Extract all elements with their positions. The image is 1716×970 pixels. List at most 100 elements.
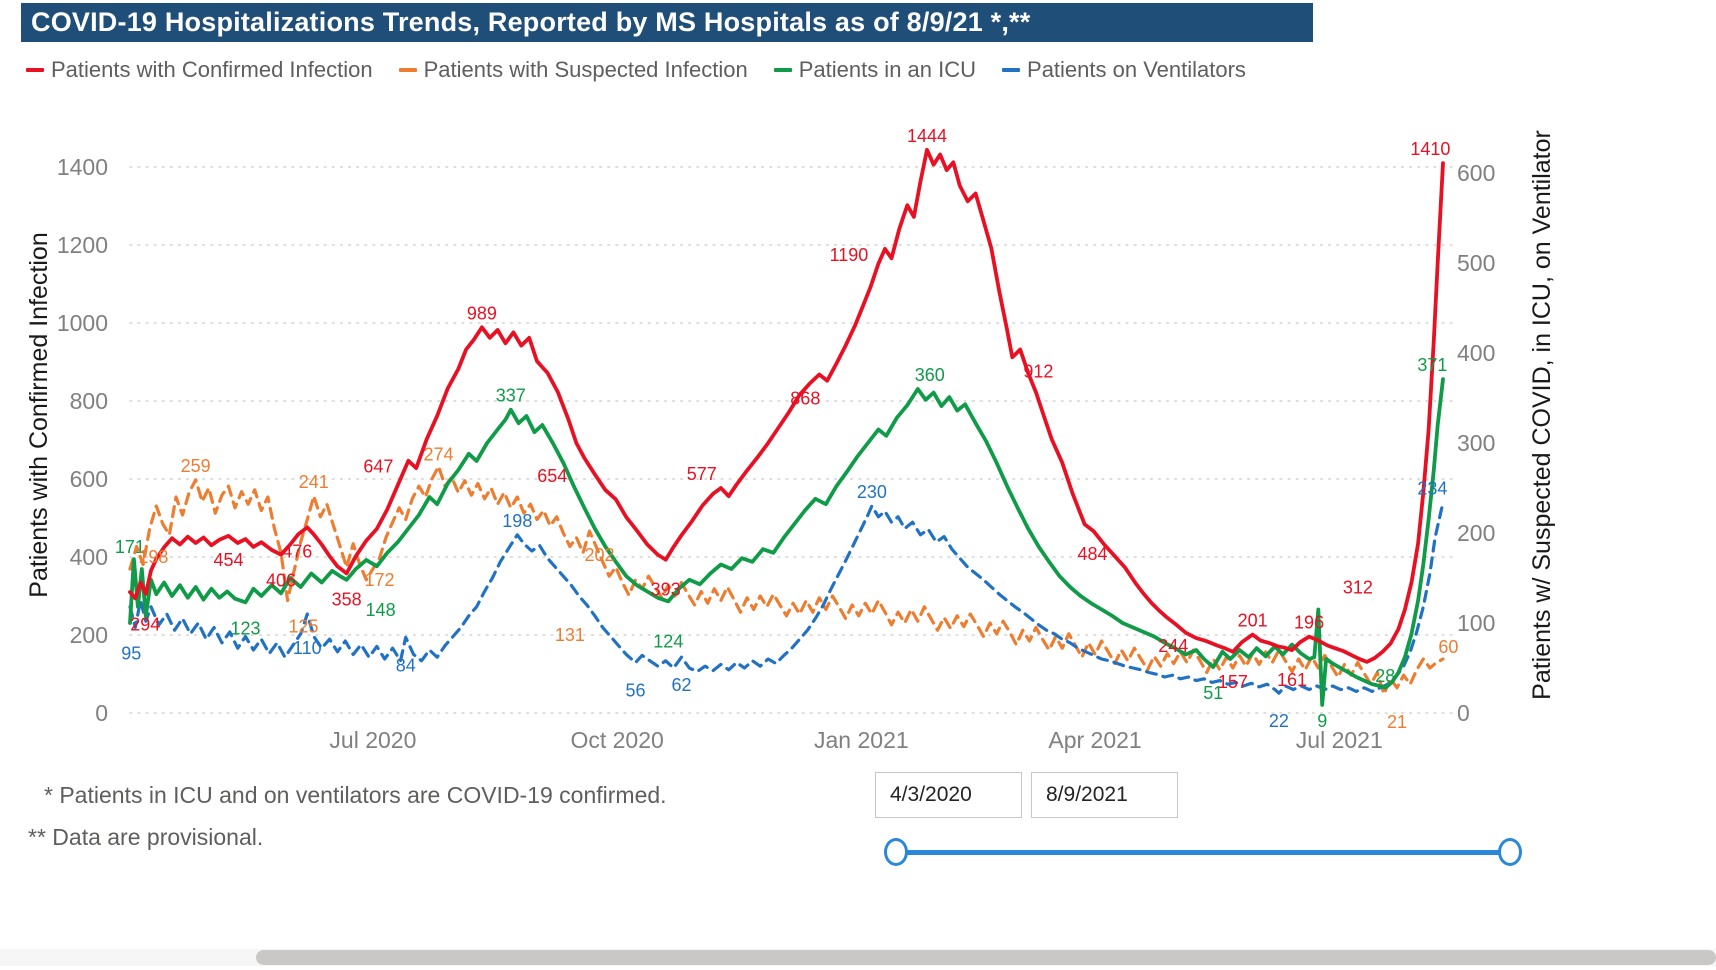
series-line-confirmed[interactable] — [128, 147, 1445, 664]
x-axis-tick: Jul 2020 — [329, 727, 416, 753]
legend-swatch-confirmed — [26, 68, 44, 72]
data-label-icu-51: 51 — [1203, 683, 1223, 703]
right-axis-tick: 400 — [1457, 340, 1495, 366]
data-label-confirmed-1190: 1190 — [830, 245, 869, 265]
line-chart-canvas[interactable]: 0 200 400 600 800 1000 1200 1400 0 100 200 300 400 50… — [0, 0, 1716, 775]
data-label-suspected-241: 241 — [299, 472, 329, 492]
right-axis-tick: 100 — [1457, 610, 1495, 636]
data-label-confirmed-244: 244 — [1158, 636, 1188, 656]
data-label-confirmed-393: 393 — [651, 580, 681, 600]
data-label-ventilators-84: 84 — [396, 655, 416, 675]
data-label-confirmed-654: 654 — [537, 466, 567, 486]
data-label-confirmed-647: 647 — [363, 457, 393, 477]
legend-swatch-icu — [773, 68, 792, 72]
legend-item-confirmed[interactable]: Patients with Confirmed Infection — [26, 57, 373, 83]
data-label-confirmed-476: 476 — [282, 541, 312, 561]
left-axis-tick: 0 — [95, 700, 108, 726]
right-axis-tick: 600 — [1457, 160, 1495, 186]
data-label-icu-123: 123 — [231, 618, 261, 638]
left-axis-tick: 1400 — [57, 154, 108, 180]
left-axis-tick: 1000 — [57, 310, 108, 336]
data-label-suspected-259: 259 — [181, 456, 211, 476]
x-axis-tick: Jul 2021 — [1296, 727, 1383, 753]
date-range-slider-track[interactable] — [898, 850, 1514, 855]
data-label-suspected-172: 172 — [364, 570, 394, 590]
footnote-provisional: ** Data are provisional. — [28, 824, 264, 850]
right-axis-tick: 500 — [1457, 250, 1495, 276]
data-label-icu-337: 337 — [496, 386, 526, 406]
data-label-confirmed-1444: 1444 — [907, 126, 947, 146]
left-axis-tick: 800 — [70, 388, 108, 414]
legend-label: Patients with Suspected Infection — [423, 57, 748, 82]
data-label-confirmed-406: 406 — [266, 571, 296, 591]
data-label-icu-28: 28 — [1375, 666, 1395, 686]
data-label-suspected-60: 60 — [1438, 637, 1458, 657]
chart-legend: Patients with Confirmed Infection Patien… — [26, 57, 1246, 83]
series-line-icu[interactable] — [128, 377, 1445, 707]
data-label-ventilators-198: 198 — [502, 511, 532, 531]
left-axis-tick: 200 — [70, 622, 108, 648]
date-range-end-input[interactable]: 8/9/2021 — [1031, 772, 1178, 818]
data-label-confirmed-868: 868 — [790, 388, 820, 408]
data-label-confirmed-196: 196 — [1294, 613, 1324, 633]
data-label-suspected-198: 198 — [138, 547, 168, 567]
left-axis-title: Patients with Confirmed Infection — [25, 232, 53, 597]
data-label-confirmed-989: 989 — [467, 303, 497, 323]
data-label-ventilators-56: 56 — [625, 681, 645, 701]
right-axis-title: Patients w/ Suspected COVID, in ICU, on … — [1528, 130, 1556, 700]
legend-item-icu[interactable]: Patients in an ICU — [773, 57, 977, 83]
legend-swatch-suspected — [398, 68, 417, 72]
legend-item-suspected[interactable]: Patients with Suspected Infection — [398, 57, 748, 83]
data-label-ventilators-234: 234 — [1417, 478, 1447, 498]
right-axis-tick: 300 — [1457, 430, 1495, 456]
date-range-slider-handle-start[interactable] — [884, 838, 908, 866]
x-axis-tick: Apr 2021 — [1048, 727, 1141, 753]
data-label-suspected-274: 274 — [424, 444, 454, 464]
data-label-confirmed-1410: 1410 — [1410, 139, 1450, 159]
date-range-slider-handle-end[interactable] — [1498, 838, 1522, 866]
data-label-suspected-202: 202 — [585, 545, 615, 565]
footnote-icu-ventilators: * Patients in ICU and on ventilators are… — [44, 782, 667, 808]
series-line-suspected[interactable] — [128, 464, 1445, 696]
legend-label: Patients on Ventilators — [1027, 57, 1246, 82]
legend-label: Patients with Confirmed Infection — [51, 57, 373, 82]
x-axis-tick: Oct 2020 — [570, 727, 663, 753]
horizontal-scrollbar-thumb[interactable] — [256, 950, 1716, 965]
data-label-icu-371: 371 — [1417, 355, 1447, 375]
data-label-confirmed-484: 484 — [1078, 544, 1108, 564]
data-label-confirmed-358: 358 — [332, 589, 362, 609]
left-axis-tick: 400 — [70, 544, 108, 570]
data-label-icu-171: 171 — [115, 537, 145, 557]
data-label-ventilators-230: 230 — [857, 482, 887, 502]
data-label-icu-360: 360 — [915, 365, 945, 385]
data-label-confirmed-294: 294 — [130, 614, 160, 634]
series-line-ventilators[interactable] — [128, 500, 1445, 695]
data-label-suspected-21: 21 — [1387, 712, 1407, 732]
data-label-confirmed-577: 577 — [687, 464, 717, 484]
left-axis-tick: 600 — [70, 466, 108, 492]
data-label-confirmed-157: 157 — [1218, 672, 1248, 692]
right-axis-tick: 0 — [1457, 700, 1470, 726]
date-range-start-input[interactable]: 4/3/2020 — [875, 772, 1022, 818]
data-label-suspected-125: 125 — [289, 617, 319, 637]
data-label-confirmed-912: 912 — [1023, 361, 1053, 381]
right-axis-tick: 200 — [1457, 520, 1495, 546]
data-label-icu-9: 9 — [1317, 711, 1327, 731]
data-label-confirmed-312: 312 — [1343, 577, 1373, 597]
data-label-icu-148: 148 — [366, 600, 396, 620]
data-label-confirmed-161: 161 — [1277, 670, 1307, 690]
legend-swatch-ventilators — [1002, 68, 1021, 72]
data-label-ventilators-62: 62 — [671, 675, 691, 695]
data-label-ventilators-22: 22 — [1269, 711, 1289, 731]
data-label-suspected-131: 131 — [555, 625, 585, 645]
legend-item-ventilators[interactable]: Patients on Ventilators — [1002, 57, 1246, 83]
data-label-confirmed-454: 454 — [213, 550, 243, 570]
left-axis-tick: 1200 — [57, 232, 108, 258]
data-label-ventilators-110: 110 — [293, 638, 322, 658]
data-label-confirmed-201: 201 — [1238, 611, 1268, 631]
data-label-ventilators-95: 95 — [121, 644, 141, 664]
data-label-icu-124: 124 — [653, 631, 683, 651]
legend-label: Patients in an ICU — [798, 57, 977, 82]
x-axis-tick: Jan 2021 — [814, 727, 909, 753]
